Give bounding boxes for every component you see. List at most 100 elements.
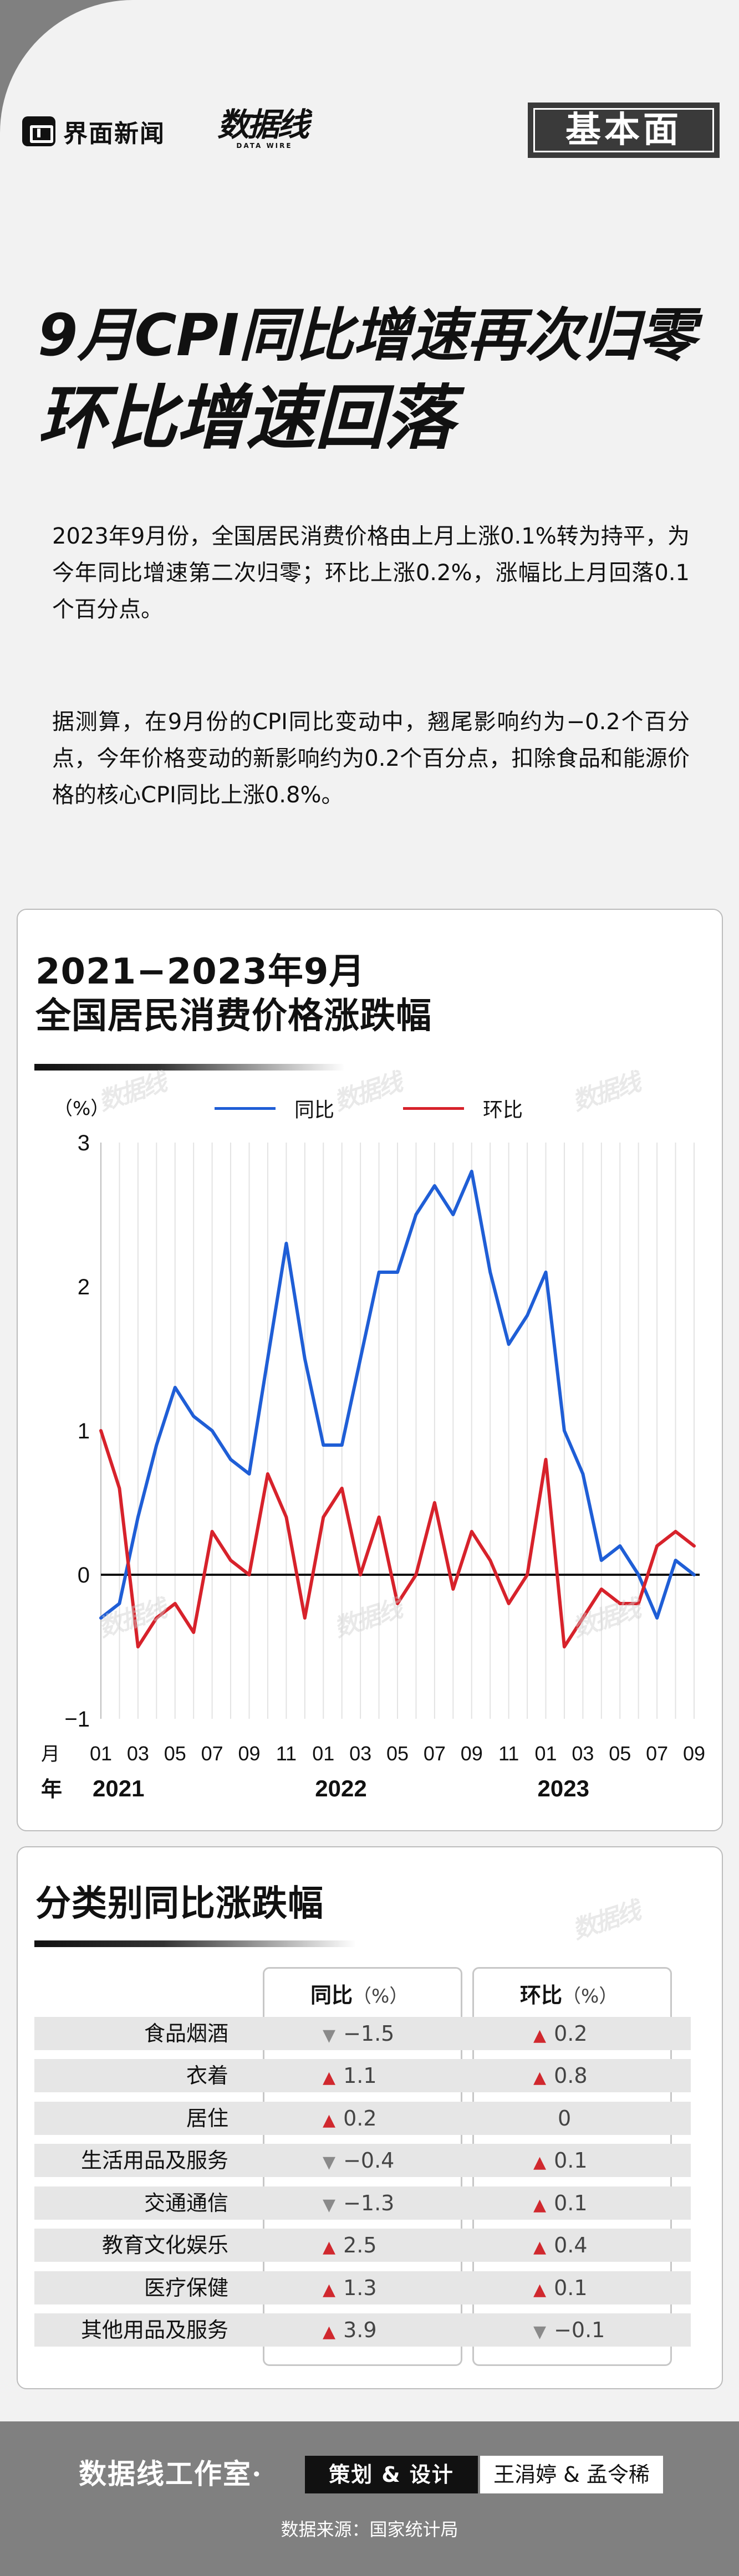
row-yoy: ▼ −0.4 xyxy=(323,2144,394,2177)
table-row: 食品烟酒 ▼ −1.5 ▲ 0.2 xyxy=(34,2017,691,2050)
studio-name: 数据线工作室· xyxy=(79,2457,263,2490)
x-tick-label: 09 xyxy=(683,1742,705,1765)
jiemian-logo-text: 界面新闻 xyxy=(63,120,165,148)
year-label: 2023 xyxy=(538,1775,589,1801)
row-mom: ▲ 0.1 xyxy=(533,2186,588,2220)
legend-item-mom: 环比 xyxy=(403,1094,523,1123)
row-category: 医疗保健 xyxy=(144,2276,228,2300)
datawire-logo-text: 数据线 xyxy=(217,106,309,144)
x-axis-unit: 月 xyxy=(41,1743,60,1765)
x-tick-label: 11 xyxy=(276,1742,297,1765)
year-axis-unit: 年 xyxy=(41,1777,62,1801)
yoy-header-label: 同比 xyxy=(310,1983,353,2007)
x-tick-label: 01 xyxy=(312,1742,334,1765)
row-shade xyxy=(34,2313,691,2347)
row-mom: ▲ 0.1 xyxy=(533,2271,588,2304)
row-yoy-value: 3.9 xyxy=(343,2318,377,2342)
mom-header-label: 环比 xyxy=(520,1983,563,2007)
up-arrow-icon: ▲ xyxy=(533,2026,547,2045)
up-arrow-icon: ▲ xyxy=(323,2280,336,2300)
up-arrow-icon: ▲ xyxy=(533,2280,547,2300)
credit-role: 策划 & 设计 xyxy=(305,2456,478,2493)
x-tick-label: 03 xyxy=(572,1742,594,1765)
row-category: 居住 xyxy=(186,2106,228,2131)
series-line-mom xyxy=(99,1429,696,1648)
row-shade xyxy=(34,2102,691,2135)
y-tick-label: −1 xyxy=(64,1707,90,1732)
credits-bar: 数据线工作室· 策划 & 设计 王涓婷 & 孟令稀 xyxy=(0,2449,739,2499)
up-arrow-icon: ▲ xyxy=(323,2237,336,2257)
series-line-yoy xyxy=(99,1170,696,1620)
table-row: 衣着 ▲ 1.1 ▲ 0.8 xyxy=(34,2059,691,2092)
row-category: 教育文化娱乐 xyxy=(101,2233,228,2257)
row-yoy-value: 0.2 xyxy=(343,2106,377,2131)
chart-title-rule xyxy=(34,1064,345,1071)
down-arrow-icon: ▼ xyxy=(323,2153,336,2172)
row-category: 衣着 xyxy=(186,2063,228,2088)
mom-column-header: 环比（%） xyxy=(520,1978,618,2009)
row-mom: ▲ 0.4 xyxy=(533,2229,588,2262)
legend-label-mom: 环比 xyxy=(483,1099,523,1121)
row-shade xyxy=(34,2186,691,2220)
table-row: 生活用品及服务 ▼ −0.4 ▲ 0.1 xyxy=(34,2144,691,2177)
y-tick-label: 3 xyxy=(78,1131,90,1155)
up-arrow-icon: ▲ xyxy=(323,2322,336,2342)
column-badge: 基本面 xyxy=(528,103,720,158)
row-shade xyxy=(34,2144,691,2177)
row-yoy: ▼ −1.3 xyxy=(323,2186,394,2220)
x-tick-label: 07 xyxy=(424,1742,446,1765)
intro-paragraph-2: 据测算，在9月份的CPI同比变动中，翘尾影响约为−0.2个百分点，今年价格变动的… xyxy=(52,709,690,808)
headline-line1: 9月CPI同比增速再次归零 xyxy=(38,301,696,369)
row-yoy: ▲ 0.2 xyxy=(323,2102,377,2135)
row-yoy-value: −1.5 xyxy=(343,2021,395,2046)
x-tick-label: 07 xyxy=(201,1742,223,1765)
row-shade xyxy=(34,2229,691,2262)
table-row: 医疗保健 ▲ 1.3 ▲ 0.1 xyxy=(34,2271,691,2304)
jiemian-logo-icon xyxy=(22,116,55,146)
chart-title-line1: 2021−2023年9月 xyxy=(35,951,365,992)
x-tick-label: 05 xyxy=(386,1742,409,1765)
legend-swatch-yoy xyxy=(215,1107,276,1110)
headline-line2: 环比增速回落 xyxy=(38,377,454,459)
up-arrow-icon: ▲ xyxy=(323,2068,336,2087)
down-arrow-icon: ▼ xyxy=(533,2322,547,2342)
x-tick-label: 07 xyxy=(646,1742,668,1765)
x-tick-label: 11 xyxy=(498,1742,519,1765)
row-yoy-value: −1.3 xyxy=(343,2191,395,2215)
credit-people: 王涓婷 & 孟令稀 xyxy=(480,2456,663,2493)
jiemian-logo: 界面新闻 xyxy=(22,114,165,149)
yoy-column-header: 同比（%） xyxy=(310,1978,408,2009)
row-category: 食品烟酒 xyxy=(144,2021,228,2046)
data-source: 数据来源：国家统计局 xyxy=(281,2519,458,2540)
table-title: 分类别同比涨跌幅 xyxy=(35,1883,324,1924)
datawire-logo-sub: DATA WIRE xyxy=(236,142,293,150)
row-yoy: ▲ 1.1 xyxy=(323,2059,377,2092)
row-yoy: ▼ −1.5 xyxy=(323,2017,394,2050)
yoy-header-unit: （%） xyxy=(353,1985,409,2007)
row-yoy-value: 1.1 xyxy=(343,2063,377,2088)
row-category: 交通通信 xyxy=(144,2191,228,2215)
y-tick-label: 1 xyxy=(78,1419,90,1443)
legend-item-yoy: 同比 xyxy=(215,1094,334,1123)
x-tick-label: 05 xyxy=(164,1742,186,1765)
table-row: 交通通信 ▼ −1.3 ▲ 0.1 xyxy=(34,2186,691,2220)
y-axis-unit: （%） xyxy=(54,1098,109,1120)
row-category: 其他用品及服务 xyxy=(80,2318,228,2342)
year-label: 2021 xyxy=(93,1775,144,1801)
row-mom: 0 xyxy=(533,2102,571,2135)
x-tick-label: 03 xyxy=(349,1742,371,1765)
chart-card: 2021−2023年9月 全国居民消费价格涨跌幅 同比 环比 3 2 1 0 −1 （%）… xyxy=(17,909,723,1831)
row-mom: ▲ 0.2 xyxy=(533,2017,588,2050)
up-arrow-icon: ▲ xyxy=(533,2195,547,2215)
legend-label-yoy: 同比 xyxy=(294,1099,335,1121)
x-tick-label: 03 xyxy=(127,1742,149,1765)
row-mom: ▲ 0.1 xyxy=(533,2144,588,2177)
down-arrow-icon: ▼ xyxy=(323,2195,336,2215)
row-mom-value: 0.1 xyxy=(554,2276,588,2300)
row-shade xyxy=(34,2017,691,2050)
row-yoy-value: 2.5 xyxy=(343,2233,377,2257)
table-row: 居住 ▲ 0.2 0 xyxy=(34,2102,691,2135)
x-tick-label: 09 xyxy=(461,1742,483,1765)
x-tick-label: 01 xyxy=(534,1742,557,1765)
row-mom-value: 0.8 xyxy=(554,2063,588,2088)
